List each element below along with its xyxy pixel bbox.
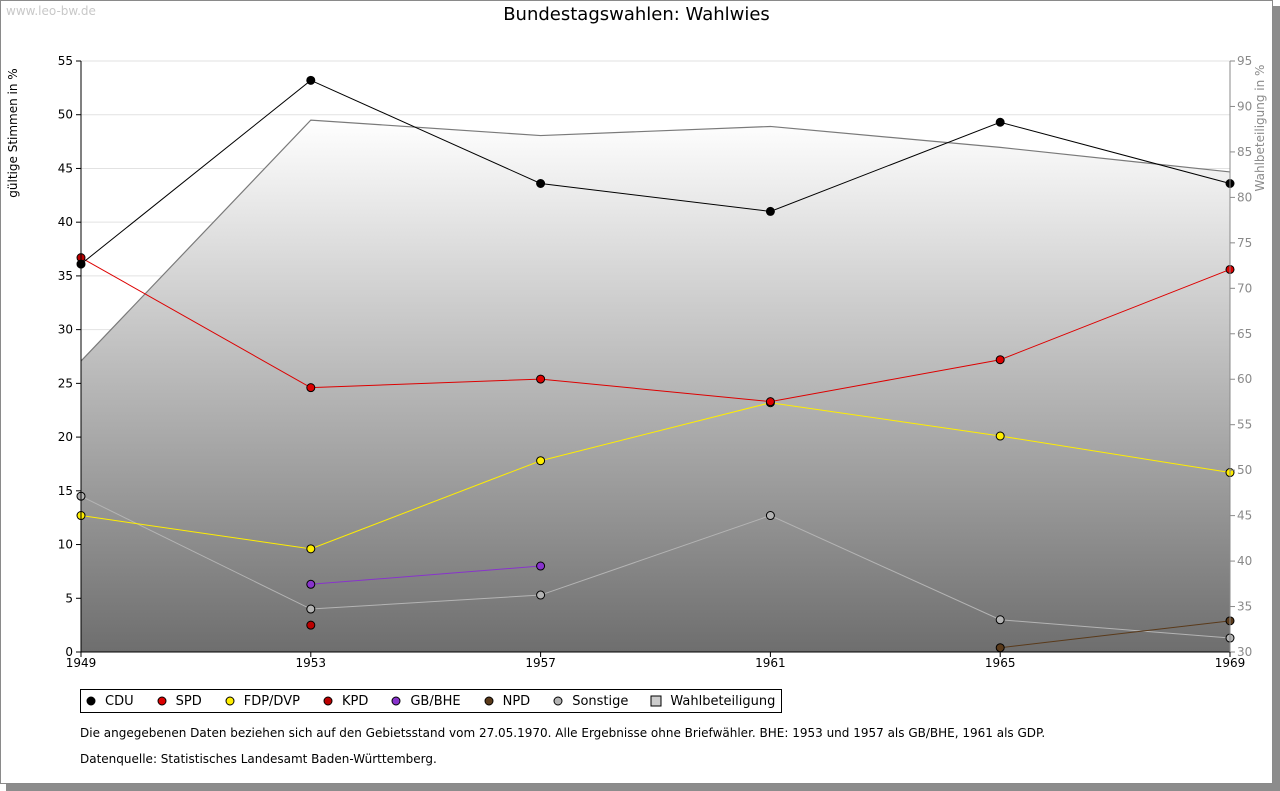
legend-item-gbbhe: GB/BHE: [390, 693, 461, 709]
y-tick-label: 30: [58, 323, 73, 337]
y2-tick-label: 80: [1237, 190, 1252, 204]
data-point-cdu-1957: [536, 178, 546, 188]
legend-marker: [323, 696, 333, 706]
data-point-spd-1953: [306, 383, 316, 393]
chart-title: Bundestagswahlen: Wahlwies: [503, 4, 770, 25]
data-point-gbbhe-1957: [536, 561, 546, 571]
x-tick-label: 1965: [985, 656, 1016, 670]
watermark: www.leo-bw.de: [6, 4, 96, 18]
legend-item-sonstige: Sonstige: [552, 694, 628, 709]
x-tick-label: 1949: [66, 656, 97, 670]
series-line-cdu: [80, 79, 1231, 265]
footnote: Die angegebenen Daten beziehen sich auf …: [80, 726, 1046, 740]
data-point-fdpdvp-1953: [306, 544, 316, 554]
data-point-kpd-1953: [306, 620, 316, 630]
data-point-spd-1961: [765, 397, 775, 407]
turnout-line: [80, 119, 1231, 362]
data-point-cdu-1953: [306, 75, 316, 85]
legend-marker: [553, 696, 563, 706]
turnout-area-fill: [81, 120, 1230, 653]
x-tick-label: 1969: [1215, 656, 1246, 670]
left-axis-label: gültige Stimmen in %: [6, 68, 20, 197]
legend-marker: [157, 696, 167, 706]
data-source: Datenquelle: Statistisches Landesamt Bad…: [80, 752, 437, 766]
series-line-fdpdvp: [80, 402, 1231, 550]
legend-item-wahlbeteiligung: Wahlbeteiligung: [650, 694, 775, 709]
y-tick-label: 5: [65, 591, 73, 605]
series-line-npd: [1000, 620, 1231, 649]
y-tick-label: 20: [58, 430, 73, 444]
data-point-cdu-1961: [765, 206, 775, 216]
y2-tick-label: 30: [1237, 645, 1252, 659]
legend-label: Sonstige: [572, 693, 629, 709]
legend-marker: [225, 696, 235, 706]
series-line-gbbhe: [310, 565, 541, 585]
y-tick-label: 15: [58, 484, 73, 498]
legend-item-spd: SPD: [156, 694, 202, 709]
y2-tick-label: 60: [1237, 372, 1252, 386]
legend-item-fdpdvp: FDP/DVP: [224, 694, 300, 709]
y2-tick-label: 85: [1237, 145, 1252, 159]
y-tick-label: 55: [58, 54, 73, 68]
y-tick-label: 0: [65, 645, 73, 659]
legend-label: FDP/DVP: [243, 693, 300, 709]
legend-label: NPD: [502, 693, 531, 709]
series-line-sonstige: [80, 495, 1231, 639]
y2-tick-label: 65: [1237, 327, 1252, 341]
series-points: [76, 75, 1235, 653]
y2-tick-label: 90: [1237, 99, 1252, 113]
legend-item-kpd: KPD: [322, 694, 368, 709]
data-point-spd-1965: [995, 355, 1005, 365]
right-axis-label: Wahlbeteiligung in %: [1253, 65, 1267, 192]
data-point-sonstige-1965: [995, 615, 1005, 625]
frame-shadow-right: [1273, 6, 1280, 791]
data-point-spd-1957: [536, 374, 546, 384]
data-point-sonstige-1957: [536, 590, 546, 600]
y2-tick-label: 50: [1237, 463, 1252, 477]
y-tick-label: 25: [58, 376, 73, 390]
data-point-gbbhe-1953: [306, 579, 316, 589]
data-point-sonstige-1961: [765, 511, 775, 521]
legend-label: KPD: [341, 693, 369, 709]
y-tick-label: 50: [58, 108, 73, 122]
y-tick-label: 45: [58, 161, 73, 175]
legend-marker: [391, 696, 401, 706]
x-tick-label: 1961: [755, 656, 786, 670]
legend-marker: [484, 696, 494, 706]
y2-tick-label: 75: [1237, 236, 1252, 250]
y2-tick-label: 55: [1237, 418, 1252, 432]
data-point-sonstige-1953: [306, 604, 316, 614]
data-point-npd-1965: [995, 643, 1005, 653]
legend-item-npd: NPD: [483, 693, 531, 709]
series-line-spd: [80, 257, 1231, 403]
legend-marker: [86, 696, 96, 706]
y-tick-label: 40: [58, 215, 73, 229]
data-point-fdpdvp-1965: [995, 431, 1005, 441]
legend-marker: [650, 695, 662, 707]
x-tick-label: 1953: [296, 656, 327, 670]
y2-tick-label: 95: [1237, 54, 1252, 68]
x-tick-label: 1957: [525, 656, 556, 670]
y2-tick-label: 70: [1237, 281, 1252, 295]
y-tick-label: 10: [58, 538, 73, 552]
data-point-cdu-1965: [995, 117, 1005, 127]
frame-shadow-bottom: [6, 784, 1280, 791]
legend-label: Wahlbeteiligung: [670, 693, 776, 709]
legend-label: CDU: [105, 693, 134, 709]
y-tick-label: 35: [58, 269, 73, 283]
legend-label: GB/BHE: [410, 693, 461, 709]
legend: CDU SPD FDP/DVP KPD GB/BHE NPD Sonstige Wahlbet…: [80, 689, 783, 713]
legend-label: SPD: [175, 693, 202, 709]
series-lines: [80, 79, 1231, 649]
legend-item-cdu: CDU: [85, 694, 134, 709]
data-point-fdpdvp-1957: [536, 456, 546, 466]
y2-tick-label: 45: [1237, 509, 1252, 523]
y2-tick-label: 40: [1237, 554, 1252, 568]
y2-tick-label: 35: [1237, 600, 1252, 614]
turnout-area: [80, 119, 1231, 653]
axes: 0 5 10 15 20 25 30 35 40 45 50 55 30 35 40 45 50 55 60 65 70…: [58, 54, 1253, 670]
